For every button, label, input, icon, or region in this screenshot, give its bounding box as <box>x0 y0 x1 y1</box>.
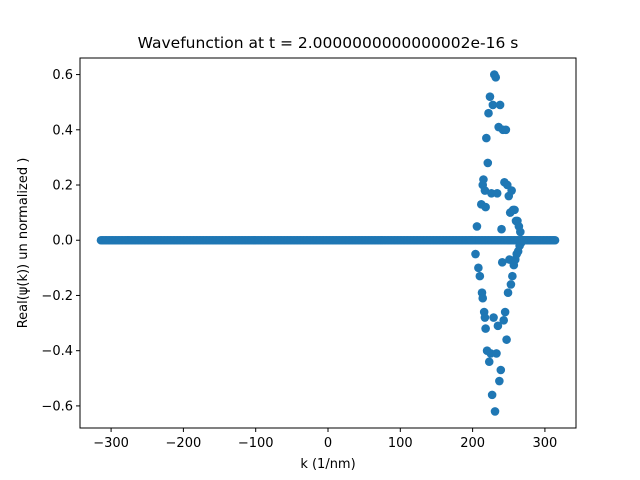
data-point <box>479 175 488 184</box>
data-point <box>481 202 490 212</box>
y-tick-label: 0.6 <box>52 68 73 83</box>
data-point <box>495 376 504 386</box>
data-point <box>475 271 485 281</box>
data-point <box>482 133 491 143</box>
x-tick-label: 100 <box>388 436 413 451</box>
y-axis-label: Real(ψ(k)) un normalized ) <box>16 158 31 329</box>
y-tick-label: 0.4 <box>52 123 73 138</box>
data-point <box>480 186 490 195</box>
y-tick-label: 0.2 <box>52 179 73 194</box>
data-point <box>495 100 505 110</box>
data-point <box>488 100 498 110</box>
data-point <box>500 307 510 317</box>
data-point <box>492 349 501 358</box>
data-point <box>483 158 493 168</box>
data-point <box>530 235 540 245</box>
x-tick-label: −300 <box>93 436 129 451</box>
x-tick-label: 200 <box>460 436 485 451</box>
data-point <box>492 189 502 198</box>
data-point <box>510 205 519 215</box>
data-point <box>489 313 498 322</box>
y-tick-label: −0.2 <box>41 289 73 304</box>
x-axis-label: k (1/nm) <box>300 457 355 472</box>
data-point <box>484 108 493 118</box>
x-tick-label: −100 <box>238 436 274 451</box>
data-point <box>480 313 490 322</box>
x-tick-label: −200 <box>166 436 202 451</box>
data-point-baseline <box>550 235 560 245</box>
data-point <box>466 235 476 245</box>
y-axis: −0.6 −0.4 −0.2 0.0 0.2 0.4 0.6 <box>41 68 80 414</box>
data-point <box>472 222 482 231</box>
data-point <box>502 335 511 344</box>
data-point <box>493 321 503 331</box>
data-point <box>491 73 501 82</box>
data-point <box>497 224 506 234</box>
data-point <box>496 365 506 375</box>
x-tick-label: 0 <box>324 436 332 451</box>
data-point <box>490 407 500 416</box>
x-tick-label: 300 <box>532 436 557 451</box>
y-tick-label: −0.6 <box>41 399 73 414</box>
data-point <box>484 357 494 367</box>
data-point <box>485 92 495 101</box>
chart-title: Wavefunction at t = 2.0000000000000002e-… <box>138 34 519 52</box>
x-axis: −300 −200 −100 0 100 200 300 <box>93 428 557 451</box>
data-point <box>506 280 516 289</box>
data-point <box>497 258 507 267</box>
data-point <box>487 390 497 400</box>
data-point <box>516 227 525 237</box>
data-points <box>96 70 560 416</box>
data-point <box>508 271 517 281</box>
data-point <box>478 293 488 303</box>
data-point <box>481 324 490 333</box>
data-point <box>471 249 480 259</box>
y-tick-label: −0.4 <box>41 344 73 359</box>
data-point <box>499 316 509 325</box>
data-point <box>507 186 516 195</box>
data-point <box>474 263 483 273</box>
data-point <box>503 288 513 298</box>
y-tick-label: 0.0 <box>52 234 73 249</box>
data-point <box>501 125 511 135</box>
